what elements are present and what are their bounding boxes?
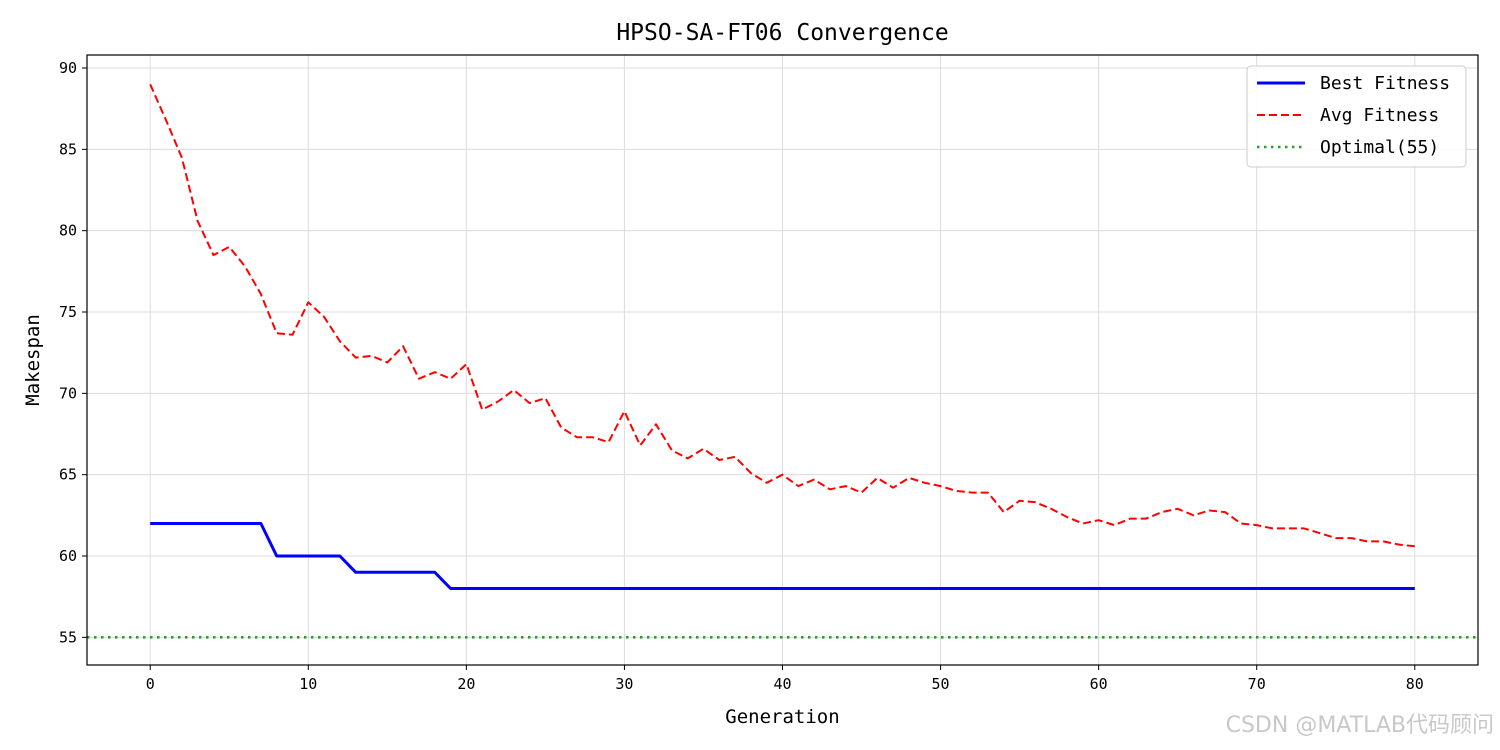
legend: Best Fitness Avg Fitness Optimal(55) <box>1246 65 1467 168</box>
x-axis-label: Generation <box>725 706 839 728</box>
x-tick-label: 0 <box>146 675 155 693</box>
x-tick-label: 40 <box>773 675 791 693</box>
chart-title: HPSO-SA-FT06 Convergence <box>616 20 948 46</box>
x-tick-label: 70 <box>1248 675 1266 693</box>
x-tick-label: 10 <box>299 675 317 693</box>
legend-label: Best Fitness <box>1320 73 1450 94</box>
y-tick-label: 55 <box>59 628 77 646</box>
x-tick-label: 20 <box>457 675 475 693</box>
legend-label: Avg Fitness <box>1320 105 1439 126</box>
y-tick-label: 70 <box>59 384 77 402</box>
x-tick-label: 60 <box>1090 675 1108 693</box>
series-layer <box>87 83 1478 639</box>
x-tick-label: 50 <box>932 675 950 693</box>
y-tick-label: 75 <box>59 303 77 321</box>
y-tick-label: 65 <box>59 466 77 484</box>
y-tick-label: 90 <box>59 59 77 77</box>
x-tick-label: 80 <box>1406 675 1424 693</box>
x-tick-label: 30 <box>615 675 633 693</box>
y-axis-label: Makespan <box>22 314 44 406</box>
y-tick-label: 80 <box>59 222 77 240</box>
y-tick-label: 85 <box>59 140 77 158</box>
legend-label: Optimal(55) <box>1320 137 1439 158</box>
legend-box <box>1246 65 1467 168</box>
watermark-text: CSDN @MATLAB代码顾问 <box>1226 713 1494 738</box>
y-tick-label: 60 <box>59 547 77 565</box>
series-line-best-fitness <box>150 522 1415 590</box>
axis-ticks: 0 10 20 30 40 50 60 70 80 55 60 65 70 75 80 85 90 <box>59 59 1424 693</box>
series-line-avg-fitness <box>149 83 1415 548</box>
